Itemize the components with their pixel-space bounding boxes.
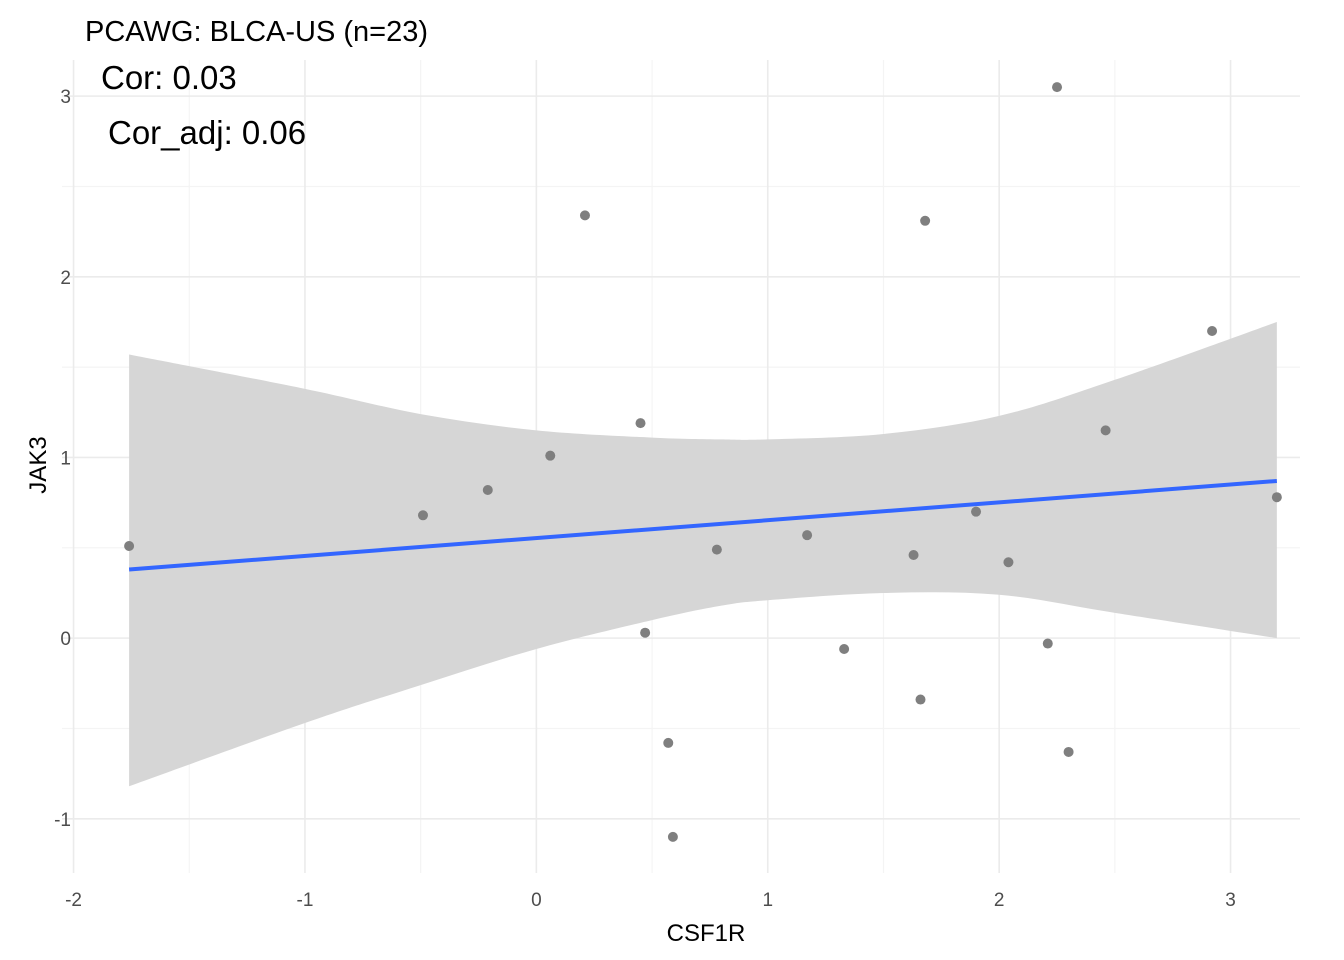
y-tick-labels: -1 0 1 2 3 [54, 87, 71, 831]
confidence-band [129, 321, 1277, 787]
data-point [667, 831, 678, 842]
data-point [711, 544, 722, 555]
data-point [802, 530, 813, 541]
data-point [663, 737, 674, 748]
data-point [920, 215, 931, 226]
y-axis-label: JAK3 [25, 436, 52, 493]
x-tick-label: 2 [994, 890, 1005, 911]
data-point [579, 210, 590, 221]
data-point [1052, 82, 1063, 93]
data-point [1003, 557, 1014, 568]
fit-line [128, 478, 1278, 572]
data-point [1207, 326, 1218, 336]
x-axis-label: CSF1R [667, 920, 746, 947]
y-tick-label: 2 [60, 268, 71, 289]
x-tick-label: 0 [531, 890, 542, 911]
data-point [1042, 638, 1053, 649]
correlation-annotation: Cor: 0.03 [101, 59, 237, 96]
chart-title: PCAWG: BLCA-US (n=23) [85, 16, 428, 48]
x-tick-label: -2 [65, 890, 82, 911]
data-points [124, 82, 1282, 842]
data-point [971, 506, 982, 517]
data-point [482, 484, 493, 495]
y-tick-label: -1 [54, 810, 71, 831]
data-point [124, 540, 135, 551]
x-tick-label: -1 [297, 890, 314, 911]
data-point [1100, 425, 1111, 436]
y-tick-label: 1 [60, 448, 71, 469]
data-point [417, 510, 428, 521]
data-point [908, 550, 919, 561]
x-tick-label: 1 [762, 890, 773, 911]
adjusted-correlation-annotation: Cor_adj: 0.06 [108, 114, 306, 151]
data-point [1271, 492, 1282, 503]
data-point [635, 418, 646, 429]
x-tick-label: 3 [1225, 890, 1236, 911]
y-tick-label: 0 [60, 629, 71, 650]
y-tick-label: 3 [60, 87, 71, 108]
data-point [1063, 746, 1074, 757]
x-tick-labels: -2 -1 0 1 2 3 [65, 890, 1236, 911]
data-point [915, 694, 926, 705]
data-point [640, 627, 651, 638]
data-point [839, 643, 850, 654]
data-point [545, 450, 556, 461]
